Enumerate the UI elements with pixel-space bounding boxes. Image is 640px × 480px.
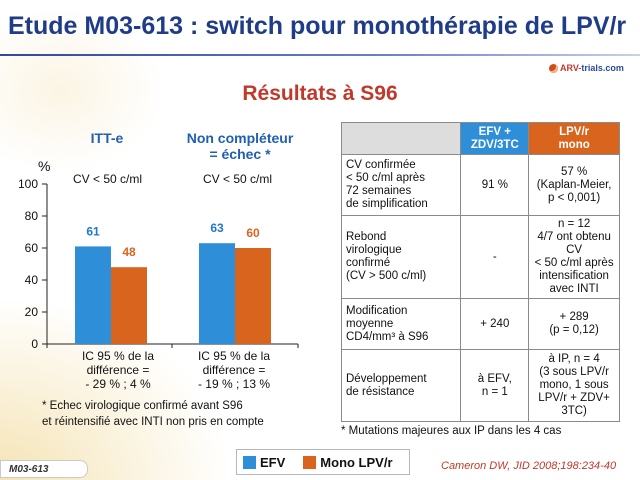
logo-brand: ARV- bbox=[560, 63, 582, 73]
cell-efv-rebond: - bbox=[460, 215, 530, 299]
ci-label-itt: IC 95 % de la différence = - 29 % ; 4 % bbox=[62, 349, 174, 391]
table-footnote: * Mutations majeures aux IP dans les 4 c… bbox=[341, 425, 562, 437]
cell-efv-resistance: à EFV, n = 1 bbox=[460, 349, 530, 422]
cell-lpv-resistance: à IP, n = 4 (3 sous LPV/r mono, 1 sous L… bbox=[528, 349, 620, 422]
cell-lpv-cv: 57 % (Kaplan-Meier, p < 0,001) bbox=[528, 154, 620, 216]
cell-lpv-cd4: + 289 (p = 0,12) bbox=[528, 298, 620, 350]
bar-efv bbox=[75, 246, 111, 344]
cell-efv-cd4: + 240 bbox=[460, 298, 530, 350]
results-table: EFV + ZDV/3TC LPV/r mono CV confirmée < … bbox=[340, 122, 620, 422]
bar-mono-lpv-r bbox=[235, 248, 271, 344]
cell-lpv-rebond: n = 12 4/7 ont obtenu CV < 50 c/ml après… bbox=[528, 215, 620, 299]
footnote-line-2: et réintensifié avec INTI non pris en co… bbox=[42, 416, 264, 428]
title-divider bbox=[0, 54, 640, 56]
chart-legend: EFV Mono LPV/r bbox=[236, 449, 410, 475]
results-subtitle: Résultats à S96 bbox=[242, 82, 398, 105]
table-row: Modification moyenne CD4/mm³ à S96 + 240… bbox=[340, 298, 620, 350]
table-header-efv: EFV + ZDV/3TC bbox=[460, 122, 530, 155]
ci-nc-line-1: IC 95 % de la bbox=[197, 349, 271, 363]
logo-suffix: trials.com bbox=[581, 63, 624, 73]
condition-label-itt: CV < 50 c/ml bbox=[73, 172, 143, 186]
footnote-line-1: * Echec virologique confirmé avant S96 bbox=[42, 400, 243, 412]
bar-value-label: 60 bbox=[246, 226, 260, 240]
y-axis-unit: % bbox=[38, 158, 51, 174]
condition-label-nc: CV < 50 c/ml bbox=[203, 172, 273, 186]
row-label-cv: CV confirmée < 50 c/ml après 72 semaines… bbox=[340, 154, 462, 216]
table-header-blank bbox=[340, 122, 462, 155]
ci-itt-line-1: IC 95 % de la bbox=[81, 349, 155, 363]
ci-nc-line-3: - 19 % ; 13 % bbox=[197, 377, 271, 391]
bar-mono-lpv-r bbox=[111, 267, 147, 344]
y-tick-label: 80 bbox=[25, 209, 39, 223]
y-tick-label: 40 bbox=[25, 273, 39, 287]
ci-itt-line-3: - 29 % ; 4 % bbox=[85, 377, 151, 391]
y-tick-label: 60 bbox=[25, 241, 39, 255]
table-header-lpv: LPV/r mono bbox=[528, 122, 620, 155]
arv-trials-logo: ARV-trials.com bbox=[549, 60, 624, 76]
bar-value-label: 61 bbox=[86, 224, 100, 238]
row-label-rebond: Rebond virologique confirmé (CV > 500 c/… bbox=[340, 215, 462, 299]
ci-nc-line-2: différence = bbox=[202, 363, 266, 377]
bar-value-label: 63 bbox=[210, 221, 224, 235]
ci-label-nc: IC 95 % de la différence = - 19 % ; 13 % bbox=[178, 349, 290, 391]
legend-swatch-lpv bbox=[303, 455, 317, 469]
y-tick-label: 100 bbox=[18, 177, 38, 191]
table-row: CV confirmée < 50 c/ml après 72 semaines… bbox=[340, 154, 620, 216]
table-row: Développement de résistance à EFV, n = 1… bbox=[340, 349, 620, 422]
logo-mark-icon bbox=[549, 63, 558, 73]
slide-title: Etude M03-613 : switch pour monothérapie… bbox=[8, 12, 627, 40]
y-tick-label: 0 bbox=[31, 337, 38, 351]
y-tick-label: 20 bbox=[25, 305, 39, 319]
row-label-resistance: Développement de résistance bbox=[340, 349, 462, 422]
bar-efv bbox=[199, 243, 235, 344]
group-header-non-completeur: Non compléteur = échec * bbox=[186, 130, 294, 162]
study-reference-tag: M03-613 bbox=[0, 460, 88, 478]
cell-efv-cv: 91 % bbox=[460, 154, 530, 216]
ci-itt-line-2: différence = bbox=[86, 363, 150, 377]
row-label-cd4: Modification moyenne CD4/mm³ à S96 bbox=[340, 298, 462, 350]
legend-label-efv: EFV bbox=[260, 454, 286, 470]
chart-footnote: * Echec virologique confirmé avant S96 e… bbox=[42, 398, 264, 430]
citation: Cameron DW, JID 2008;198:234-40 bbox=[441, 460, 617, 472]
table-row: Rebond virologique confirmé (CV > 500 c/… bbox=[340, 215, 620, 299]
group-header-itt: ITT-e bbox=[90, 130, 124, 146]
legend-swatch-efv bbox=[243, 455, 256, 469]
bar-value-label: 48 bbox=[122, 245, 136, 259]
legend-label-lpv: Mono LPV/r bbox=[320, 454, 393, 470]
